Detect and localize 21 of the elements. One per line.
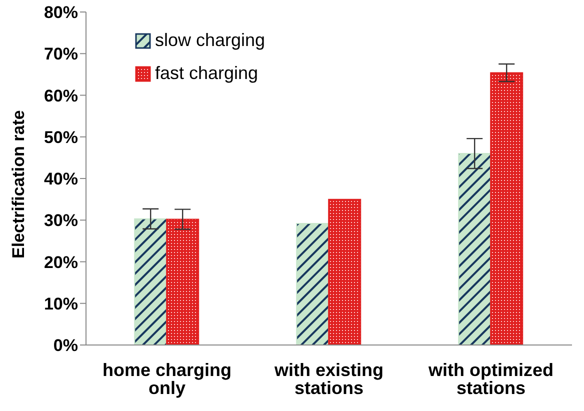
y-tick-label: 40% [44,170,78,189]
y-axis-title: Electrification rate [9,110,28,258]
bar [166,218,200,345]
y-tick-label: 60% [44,86,78,106]
y-tick-label: 70% [44,44,78,64]
y-tick-label: 0% [53,336,78,356]
x-tick-label: with optimized stations [428,360,554,398]
y-tick-label: 20% [44,252,78,272]
bar [328,198,362,345]
y-tick-label: 30% [44,211,78,230]
bar [458,153,492,345]
y-tick-label: 10% [44,294,78,314]
legend-label: slow charging [155,30,266,51]
y-tick-label: 50% [44,128,78,147]
x-tick-label: with existing stations [273,360,384,398]
bar [134,218,168,345]
y-tick-label: 80% [44,3,78,22]
x-tick-label: home charging only [102,360,232,398]
bar [296,222,330,345]
bar [490,72,524,345]
legend-label: fast charging [155,63,258,84]
